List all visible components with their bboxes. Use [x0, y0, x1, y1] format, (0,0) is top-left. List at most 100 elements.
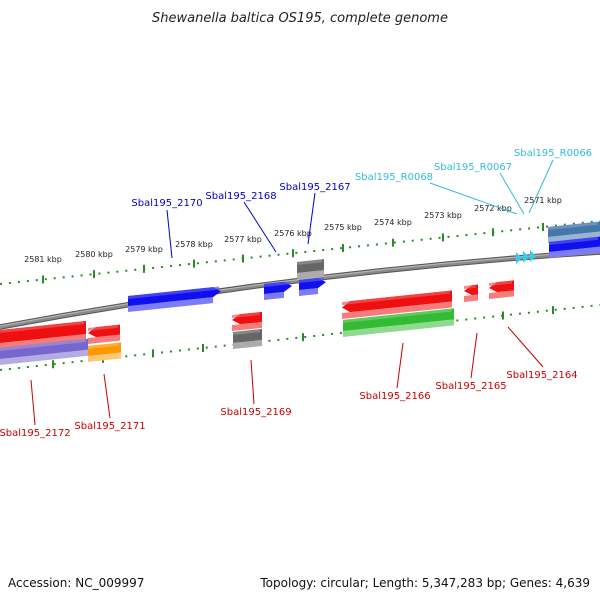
scale-tick-label: 2573 kbp — [424, 211, 462, 220]
bar-depth — [489, 290, 514, 299]
bar-depth — [233, 339, 262, 349]
gene-label: Sbal195_2172 — [0, 428, 71, 439]
gene-label: Sbal195_R0066 — [514, 148, 592, 159]
bar-depth — [342, 301, 452, 319]
label-sbal195-2165: Sbal195_2165 — [435, 332, 507, 392]
bar-highlight — [0, 338, 86, 351]
bar-depth — [297, 270, 324, 279]
bar-highlight — [128, 286, 219, 299]
scale-tick-label: 2581 kbp — [24, 255, 62, 264]
gene-label: Sbal195_2169 — [220, 407, 291, 418]
map-title: Shewanella baltica OS195, complete genom… — [152, 11, 448, 26]
gene-green-2166 — [343, 308, 454, 337]
leader-line — [250, 359, 255, 405]
bar-depth — [548, 231, 600, 243]
bar-highlight — [88, 324, 118, 331]
label-sbal195-r0067: Sbal195_R0067 — [434, 162, 525, 215]
rna-feature — [523, 251, 529, 263]
rna-feature — [530, 250, 536, 262]
leader-line — [507, 326, 544, 368]
bar-depth — [299, 288, 318, 296]
leader-line — [528, 159, 554, 214]
gene-label: Sbal195_R0067 — [434, 162, 512, 173]
gene-label: Sbal195_2167 — [279, 182, 350, 193]
leader-line — [243, 201, 277, 253]
gene-label: Sbal195_2170 — [131, 198, 202, 209]
gene-purple-left — [0, 338, 88, 365]
bar-depth — [128, 297, 213, 312]
bar-depth — [0, 349, 88, 365]
leader-line — [30, 379, 36, 426]
bar-depth — [264, 291, 284, 300]
leader-line — [166, 209, 173, 259]
leader-line — [396, 342, 404, 389]
gene-sbal195-2168 — [264, 281, 292, 300]
bar-face — [0, 320, 86, 343]
bar-highlight — [549, 236, 598, 245]
label-sbal195-2169: Sbal195_2169 — [220, 359, 292, 418]
label-sbal195-2168: Sbal195_2168 — [205, 191, 277, 253]
scale-tick-label: 2580 kbp — [75, 250, 113, 259]
gene-grey-upper — [297, 259, 324, 279]
leader-line — [499, 172, 525, 215]
gene-sbal195-2171 — [88, 324, 120, 344]
gene-steel-right — [548, 221, 600, 243]
scale-tick-label: 2579 kbp — [125, 245, 163, 254]
label-sbal195-2164: Sbal195_2164 — [506, 326, 578, 381]
bar-depth — [232, 321, 262, 331]
scale-tick-label: 2578 kbp — [175, 240, 213, 249]
gene-label: Sbal195_2164 — [506, 370, 577, 381]
gene-label: Sbal195_2171 — [74, 421, 145, 432]
gene-red-2169 — [232, 311, 262, 331]
bar-highlight — [88, 342, 119, 349]
gene-sbal195-2172 — [0, 320, 86, 349]
bar-highlight — [299, 277, 324, 283]
label-sbal195-r0066: Sbal195_R0066 — [514, 148, 592, 214]
gene-sbal195-2164 — [489, 280, 514, 299]
bar-face — [128, 287, 221, 306]
bar-highlight — [342, 290, 450, 305]
gene-sbal195-2170 — [128, 286, 221, 312]
accession-text: Accession: NC_009997 — [8, 576, 144, 590]
scale-tick-label: 2572 kbp — [474, 204, 512, 213]
bar-highlight — [343, 308, 452, 323]
rna-feature — [516, 252, 522, 264]
bar-depth — [343, 319, 454, 337]
label-sbal195-2171: Sbal195_2171 — [74, 373, 146, 432]
upper-scale-row — [0, 220, 600, 285]
gene-sbal195-2165 — [464, 284, 478, 302]
scale-tick-label: 2575 kbp — [324, 223, 362, 232]
gene-sbal195-2166 — [342, 290, 452, 319]
bar-highlight — [233, 329, 260, 335]
scale-tick-label: 2574 kbp — [374, 218, 412, 227]
label-sbal195-2166: Sbal195_2166 — [359, 342, 431, 402]
bar-highlight — [0, 321, 84, 333]
gene-features — [0, 221, 600, 365]
label-sbal195-2172: Sbal195_2172 — [0, 379, 71, 439]
label-sbal195-2167: Sbal195_2167 — [279, 182, 351, 245]
label-sbal195-2170: Sbal195_2170 — [131, 198, 203, 259]
gene-label: Sbal195_2165 — [435, 381, 506, 392]
gene-label: Sbal195_2166 — [359, 391, 430, 402]
genome-summary-text: Topology: circular; Length: 5,347,283 bp… — [259, 576, 590, 590]
scale-tick-label: 2571 kbp — [524, 196, 562, 205]
leader-line — [429, 182, 518, 215]
bar-highlight — [489, 280, 512, 286]
bar-depth — [0, 333, 86, 349]
bar-highlight — [464, 284, 476, 289]
gene-orange-left — [88, 342, 121, 362]
gene-label: Sbal195_2168 — [205, 191, 276, 202]
leader-line — [307, 192, 316, 245]
bar-depth — [88, 334, 120, 344]
leader-line — [103, 373, 111, 419]
bar-highlight — [264, 281, 290, 287]
bar-highlight — [297, 259, 322, 265]
bar-depth — [549, 246, 600, 258]
gene-label: Sbal195_R0068 — [355, 172, 433, 183]
gene-blue-right — [549, 236, 600, 258]
bar-highlight — [232, 312, 260, 318]
scale-tick-label: 2577 kbp — [224, 235, 262, 244]
scale-tick-label: 2576 kbp — [274, 229, 312, 238]
